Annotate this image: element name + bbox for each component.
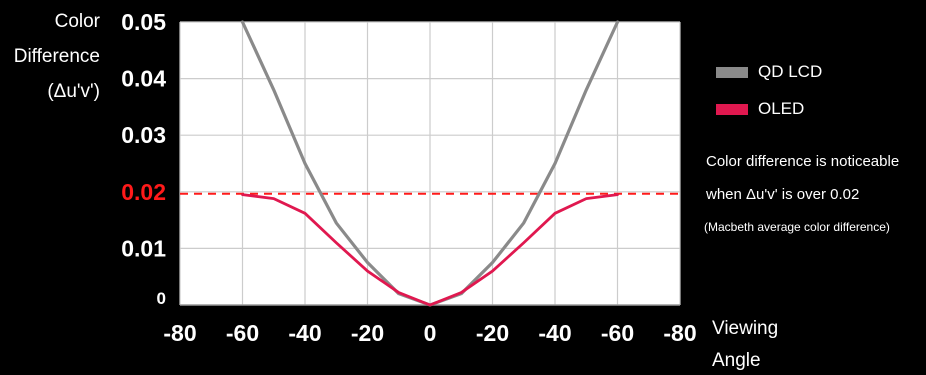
y-tick-label-1: 0.01: [121, 235, 166, 261]
x-axis-title-line-2: Angle: [712, 350, 761, 371]
y-axis-title-line-1: Color: [54, 11, 100, 32]
legend-item-oled: OLED: [716, 99, 804, 119]
x-tick-label-6: -40: [538, 320, 571, 346]
y-tick-label-0: 0: [157, 289, 166, 308]
annotation-line-2: when Δu'v' is over 0.02: [706, 186, 860, 203]
y-tick-label-3: 0.03: [121, 122, 166, 148]
y-axis-title-line-3: (Δu'v'): [47, 81, 100, 102]
x-tick-label-0: -80: [163, 320, 196, 346]
y-tick-labels: 0 0.01 0.02 0.03 0.04 0.05: [121, 9, 166, 308]
x-tick-label-2: -40: [288, 320, 321, 346]
x-tick-label-4: 0: [424, 320, 437, 346]
legend-swatch-oled: [716, 103, 748, 115]
x-tick-label-5: -20: [476, 320, 509, 346]
x-axis-title-line-1: Viewing: [712, 318, 779, 339]
legend-label-qd-lcd: QD LCD: [758, 62, 823, 81]
y-axis-title-line-2: Difference: [13, 46, 100, 67]
series-group: [240, 20, 620, 307]
legend-swatch-qd-lcd: [716, 66, 748, 78]
x-tick-label-1: -60: [226, 320, 259, 346]
x-tick-label-8: -80: [663, 320, 696, 346]
y-tick-label-2: 0.02: [121, 179, 166, 205]
x-tick-labels: -80 -60 -40 -20 0 -20 -40 -60 -80: [163, 320, 696, 346]
x-tick-label-7: -60: [601, 320, 634, 346]
annotation-line-1: Color difference is noticeable: [706, 153, 900, 170]
y-tick-label-4: 0.04: [121, 66, 166, 92]
y-tick-label-5: 0.05: [121, 9, 166, 35]
series-line-oled: [241, 193, 619, 307]
x-tick-label-3: -20: [351, 320, 384, 346]
annotation-line-3: (Macbeth average color difference): [704, 220, 890, 234]
legend-label-oled: OLED: [758, 99, 805, 118]
legend-item-qd-lcd: QD LCD: [716, 62, 822, 82]
